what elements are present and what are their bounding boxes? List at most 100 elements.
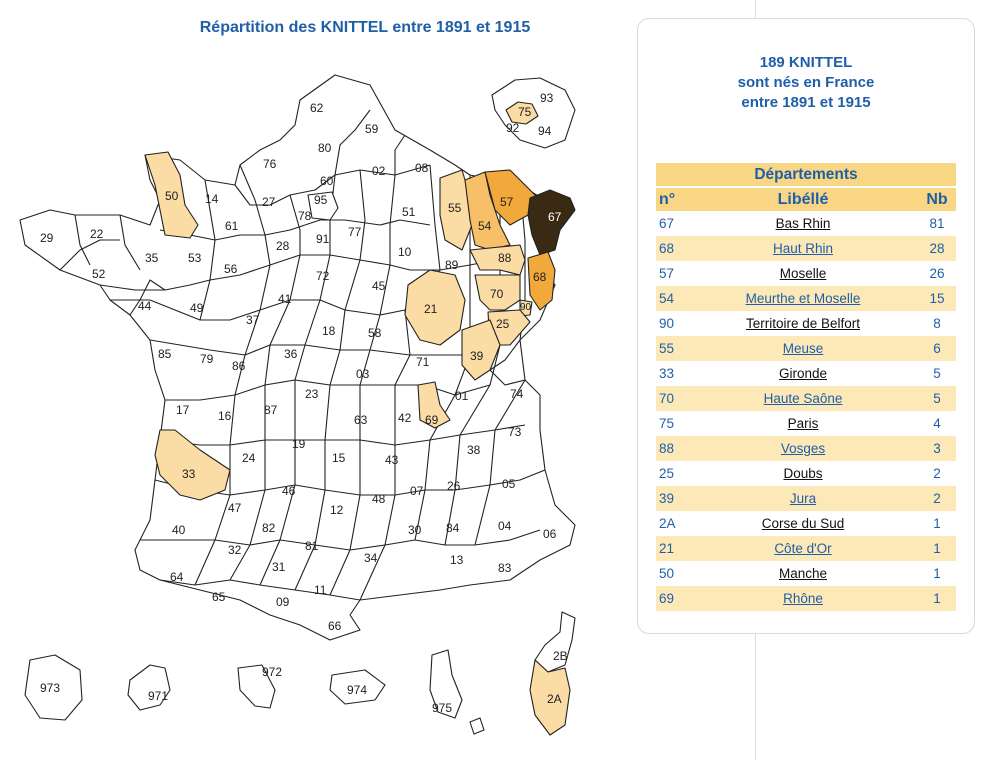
label-16: 16 (218, 409, 232, 423)
label-25: 25 (496, 317, 510, 331)
department-link[interactable]: Haut Rhin (688, 236, 918, 261)
department-69 (417, 381, 451, 429)
label-40: 40 (172, 523, 186, 537)
label-971: 971 (148, 689, 168, 703)
label-35: 35 (145, 251, 159, 265)
label-39: 39 (470, 349, 484, 363)
row-count: 15 (918, 286, 956, 311)
table-row: 50 Manche 1 (656, 561, 956, 586)
label-52: 89 (445, 258, 459, 272)
label-95: 95 (314, 193, 328, 207)
label-08: 08 (415, 161, 429, 175)
label-30: 30 (408, 523, 422, 537)
table-row: 54 Meurthe et Moselle 15 (656, 286, 956, 311)
department-975 (429, 649, 463, 719)
row-code: 54 (656, 286, 688, 311)
label-90: 90 (520, 302, 532, 313)
department-link[interactable]: Meuse (688, 336, 918, 361)
label-84: 84 (446, 521, 460, 535)
table-row: 21 Côte d'Or 1 (656, 536, 956, 561)
department-link[interactable]: Haute Saône (688, 386, 918, 411)
label-33: 33 (182, 467, 196, 481)
department-link[interactable]: Vosges (688, 436, 918, 461)
label-60: 60 (320, 174, 334, 188)
paris-small-region (307, 191, 339, 221)
label-24: 24 (242, 451, 256, 465)
row-count: 2 (918, 486, 956, 511)
label-79: 79 (200, 352, 214, 366)
department-link[interactable]: Côte d'Or (688, 536, 918, 561)
label-59: 59 (365, 122, 379, 136)
label-89: 45 (372, 279, 386, 293)
label-48: 48 (372, 492, 386, 506)
label-72: 56 (224, 262, 238, 276)
department-link[interactable]: Paris (787, 416, 819, 431)
department-link[interactable]: Doubs (783, 466, 823, 481)
label-36: 36 (284, 347, 298, 361)
label-66: 66 (328, 619, 342, 633)
label-76: 76 (263, 157, 277, 171)
label-13: 13 (450, 553, 464, 567)
table-row: 67 Bas Rhin 81 (656, 211, 956, 236)
map-title: Répartition des KNITTEL entre 1891 et 19… (199, 19, 531, 36)
department-50 (144, 151, 199, 239)
label-58: 58 (368, 326, 382, 340)
row-code: 90 (659, 316, 675, 331)
label-93: 93 (540, 91, 554, 105)
label-51: 51 (402, 205, 416, 219)
summary-line-2: sont nés en France (737, 74, 875, 91)
department-link[interactable]: Rhône (688, 586, 918, 611)
label-80: 80 (318, 141, 332, 155)
label-09: 09 (276, 595, 290, 609)
label-27: 27 (262, 195, 276, 209)
row-code: 75 (659, 416, 675, 431)
column-header-code: n° (656, 187, 688, 211)
department-link[interactable]: Moselle (779, 266, 827, 281)
row-code: 21 (656, 536, 688, 561)
row-count: 1 (918, 536, 956, 561)
label-46: 46 (282, 484, 296, 498)
label-69: 69 (425, 413, 439, 427)
label-56: 52 (92, 267, 106, 281)
row-count: 5 (918, 386, 956, 411)
label-88: 88 (498, 251, 512, 265)
label-17: 17 (176, 403, 190, 417)
label-32: 32 (228, 543, 242, 557)
label-10: 10 (398, 245, 412, 259)
label-21: 21 (424, 302, 438, 316)
label-42: 42 (398, 411, 412, 425)
table-header-row: n° Libéllé Nb (656, 187, 956, 211)
department-972 (237, 664, 276, 709)
department-link[interactable]: Territoire de Belfort (745, 316, 861, 331)
label-74: 74 (510, 387, 524, 401)
row-count: 81 (929, 216, 945, 231)
department-link[interactable]: Manche (778, 566, 828, 581)
table-row: 75 Paris 4 (656, 411, 956, 436)
department-974 (329, 669, 386, 705)
department-link[interactable]: Jura (688, 486, 918, 511)
label-19: 19 (292, 437, 306, 451)
department-link[interactable]: Meurthe et Moselle (688, 286, 918, 311)
table-row: 88 Vosges 3 (656, 436, 956, 461)
row-count: 4 (933, 416, 941, 431)
row-code: 33 (659, 366, 675, 381)
row-code: 68 (656, 236, 688, 261)
label-06: 06 (543, 527, 557, 541)
label-92: 92 (506, 121, 520, 135)
table-row: 39 Jura 2 (656, 486, 956, 511)
label-82: 82 (262, 521, 276, 535)
label-73: 73 (508, 425, 522, 439)
label-2A: 2A (547, 692, 562, 706)
label-972: 972 (262, 665, 282, 679)
label-974: 974 (347, 683, 367, 697)
row-code: 39 (656, 486, 688, 511)
department-link[interactable]: Corse du Sud (761, 516, 845, 531)
overseas-small-island (469, 717, 485, 735)
column-header-label: Libéllé (688, 187, 918, 211)
department-33 (154, 429, 231, 501)
department-link[interactable]: Gironde (778, 366, 828, 381)
label-63: 63 (354, 413, 368, 427)
label-12: 12 (330, 503, 344, 517)
department-link[interactable]: Bas Rhin (775, 216, 831, 231)
label-68: 68 (533, 270, 547, 284)
